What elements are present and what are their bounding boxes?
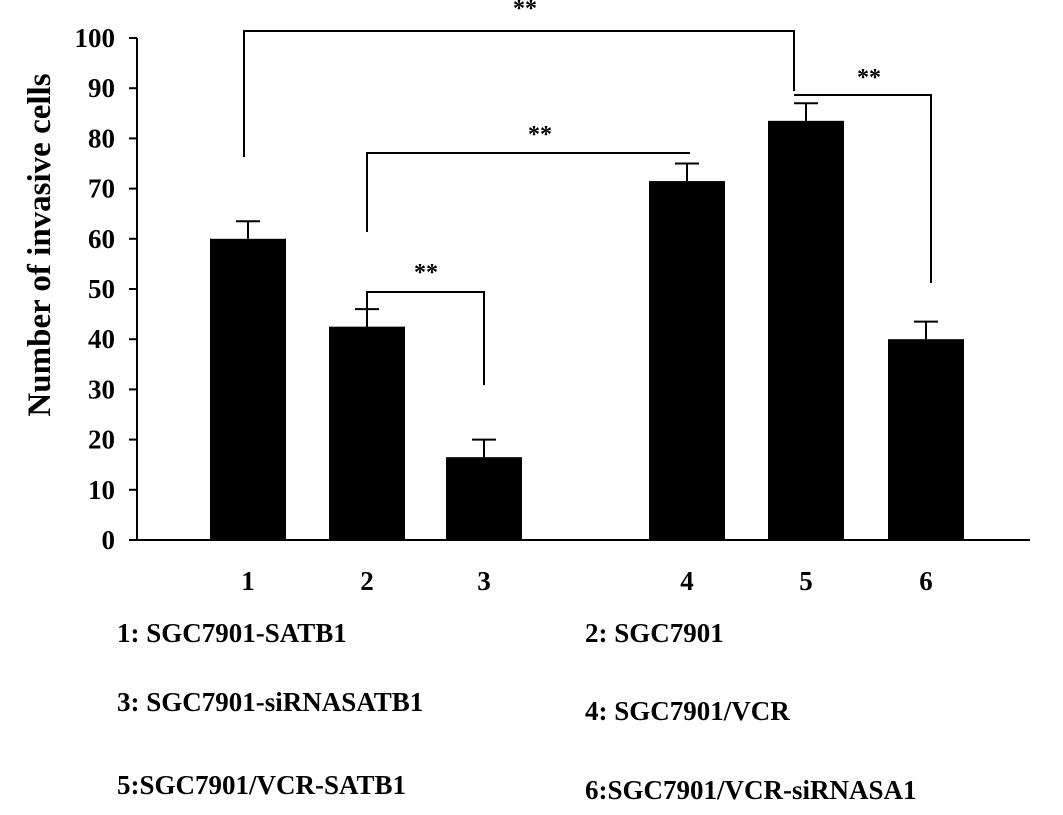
y-tick-label: 0 bbox=[102, 525, 116, 555]
legend-item-6: 6:SGC7901/VCR-siRNASA1 bbox=[585, 775, 917, 805]
sig-bracket-1-5 bbox=[243, 30, 795, 157]
legend-item-2: 2: SGC7901 bbox=[585, 618, 724, 648]
y-axis-title: Number of invasive cells bbox=[22, 73, 58, 416]
x-tick-label: 1 bbox=[241, 566, 255, 596]
sig-bracket-2-4 bbox=[366, 152, 690, 232]
bar-3 bbox=[446, 457, 522, 540]
legend-item-5: 5:SGC7901/VCR-SATB1 bbox=[117, 770, 407, 800]
x-tick-label: 4 bbox=[680, 566, 694, 596]
y-tick-label: 50 bbox=[88, 274, 115, 304]
y-tick-label: 70 bbox=[88, 174, 115, 204]
y-tick-label: 10 bbox=[88, 475, 115, 505]
y-tick-label: 100 bbox=[75, 23, 116, 53]
y-tick-label: 40 bbox=[88, 324, 115, 354]
bar-1 bbox=[210, 238, 286, 541]
x-tick-label: 5 bbox=[799, 566, 813, 596]
sig-label-2-3: ** bbox=[414, 260, 438, 286]
legend-item-3: 3: SGC7901-siRNASATB1 bbox=[117, 687, 424, 717]
bar-4 bbox=[649, 181, 725, 540]
sig-bracket-2-3 bbox=[366, 291, 485, 385]
sig-label-1-5: ** bbox=[513, 0, 537, 22]
legend-item-1: 1: SGC7901-SATB1 bbox=[117, 618, 347, 648]
x-tick-label: 3 bbox=[477, 566, 491, 596]
y-tick-label: 80 bbox=[88, 123, 115, 153]
bar-2 bbox=[329, 326, 405, 540]
x-axis: 1 2 3 4 5 6 bbox=[137, 539, 1030, 596]
y-tick-label: 20 bbox=[88, 425, 115, 455]
x-tick-label: 2 bbox=[360, 566, 374, 596]
bar-5 bbox=[768, 120, 844, 540]
y-tick-label: 60 bbox=[88, 224, 115, 254]
bars bbox=[210, 102, 964, 541]
sig-label-2-4: ** bbox=[528, 122, 552, 148]
y-axis: 0 10 20 30 40 50 60 70 80 90 100 bbox=[75, 23, 138, 555]
sig-bracket-5-6 bbox=[794, 94, 932, 283]
legend-item-4: 4: SGC7901/VCR bbox=[585, 696, 790, 726]
y-tick-label: 30 bbox=[88, 374, 115, 404]
y-tick-label: 90 bbox=[88, 73, 115, 103]
sig-label-5-6: ** bbox=[857, 65, 881, 91]
x-tick-label: 6 bbox=[919, 566, 933, 596]
significance-brackets: ** ** ** ** bbox=[243, 0, 932, 385]
bar-6 bbox=[888, 339, 964, 540]
